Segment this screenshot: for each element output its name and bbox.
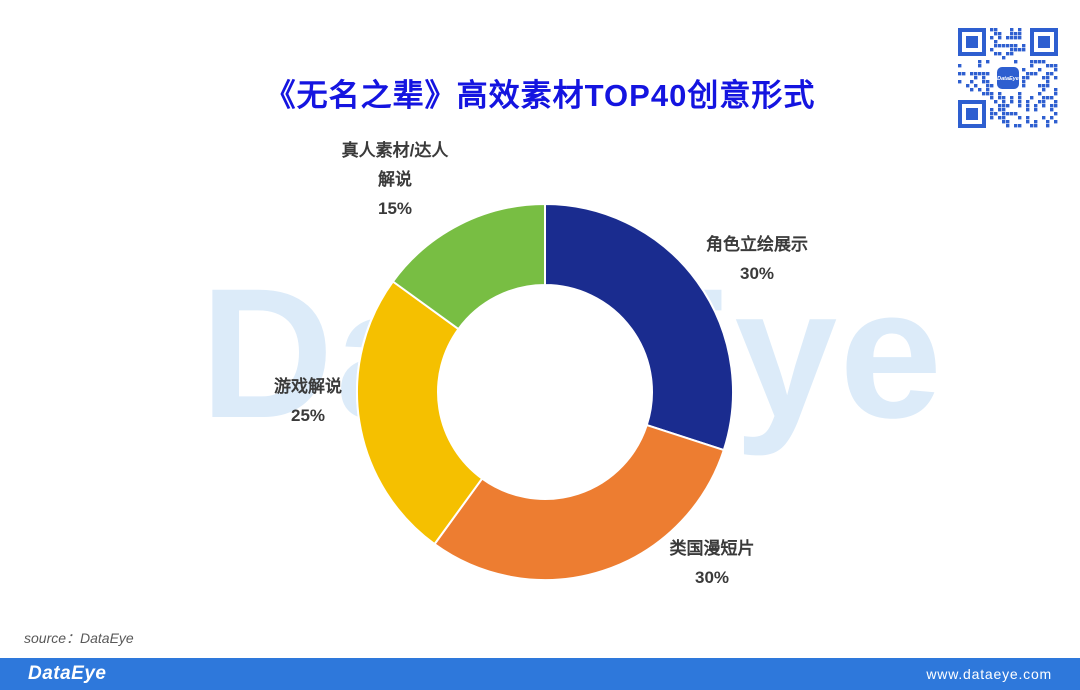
slice-label-game-commentary: 游戏解说 25%	[228, 372, 388, 430]
slice-label-character-art-display: 角色立绘展示 30%	[677, 230, 837, 288]
qr-code: DataEye	[956, 26, 1060, 130]
slice-label-text: 真人素材/达人解说	[341, 141, 449, 189]
qr-center-logo	[997, 67, 1019, 89]
slice-label-pct: 30%	[739, 264, 775, 283]
slice-label-text: 游戏解说	[274, 377, 342, 396]
slice-label-text: 角色立绘展示	[706, 235, 808, 254]
qr-logo-text: DataEye	[997, 76, 1019, 82]
slice-label-pct: 15%	[377, 199, 413, 218]
footer-brand-logo: DataEye	[28, 663, 107, 684]
slice-label-pct: 30%	[694, 568, 730, 587]
source-note: source：DataEye	[24, 630, 134, 646]
slice-label-live-action-commentary: 真人素材/达人解说 15%	[336, 136, 454, 223]
donut-slice-2	[356, 280, 484, 546]
footer-website: www.dataeye.com	[926, 666, 1052, 682]
donut-slice-0	[544, 203, 734, 452]
donut-chart	[356, 203, 734, 581]
slice-label-text: 类国漫短片	[669, 539, 755, 558]
slice-label-pct: 25%	[290, 406, 326, 425]
footer-bar: DataEye www.dataeye.com	[0, 658, 1080, 690]
slice-label-anime-short-film: 类国漫短片 30%	[632, 534, 792, 592]
qr-code-image: DataEye	[956, 26, 1060, 130]
page-title: 《无名之辈》高效素材TOP40创意形式	[264, 78, 816, 113]
donut-slice-3	[391, 203, 546, 331]
donut-slice-1	[433, 424, 725, 581]
